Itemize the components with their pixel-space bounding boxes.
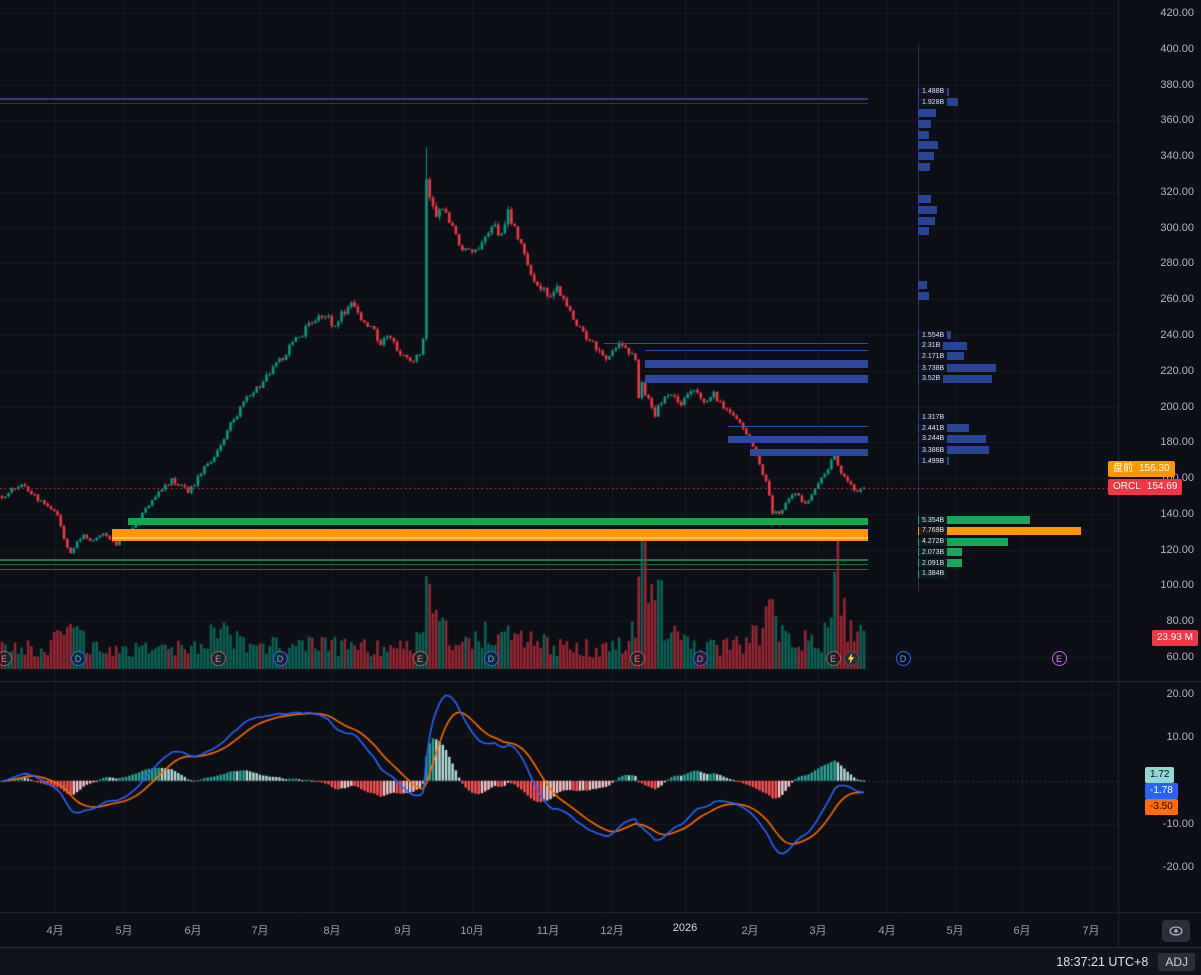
macd-histogram-label: 1.72 bbox=[1145, 767, 1175, 783]
time-axis-label: 5月 bbox=[115, 925, 133, 937]
premarket-price-label: 盘前 156.30 bbox=[1108, 461, 1175, 477]
price-tick-label: 220.00 bbox=[1160, 364, 1194, 377]
event-badge-earnings[interactable]: E bbox=[210, 650, 226, 666]
event-badge-dividend[interactable]: D bbox=[70, 650, 86, 666]
price-tick-label: 360.00 bbox=[1160, 114, 1194, 127]
premarket-value: 156.30 bbox=[1139, 463, 1170, 474]
price-tick-label: 80.00 bbox=[1166, 615, 1194, 628]
price-tick-label: 200.00 bbox=[1160, 400, 1194, 413]
clock-text: 18:37:21 UTC+8 bbox=[1056, 954, 1149, 969]
price-tick-label: 240.00 bbox=[1160, 329, 1194, 341]
event-badge-dividend[interactable]: D bbox=[483, 650, 499, 666]
macd-tick-label: 10.00 bbox=[1166, 731, 1194, 744]
price-tick-label: 180.00 bbox=[1160, 436, 1194, 449]
symbol-text: ORCL bbox=[1113, 481, 1141, 492]
price-tick-label: 260.00 bbox=[1160, 293, 1194, 306]
time-axis-label: 12月 bbox=[600, 925, 624, 937]
event-badge-earnings[interactable]: E bbox=[412, 650, 428, 666]
macd-line-label: -1.78 bbox=[1145, 783, 1178, 799]
event-badge-dividend[interactable]: D bbox=[895, 650, 911, 666]
price-tick-label: 420.00 bbox=[1160, 7, 1194, 19]
time-axis-label: 7月 bbox=[1082, 925, 1100, 937]
macd-tick-label: 20.00 bbox=[1166, 688, 1194, 701]
adj-toggle[interactable]: ADJ bbox=[1158, 952, 1195, 971]
macd-signal-label: -3.50 bbox=[1145, 799, 1178, 815]
time-axis-label: 7月 bbox=[251, 925, 269, 937]
visibility-eye-button[interactable] bbox=[1162, 920, 1190, 942]
macd-tick-label: -10.00 bbox=[1162, 818, 1194, 831]
price-tick-label: 320.00 bbox=[1160, 185, 1194, 198]
time-axis-label: 4月 bbox=[46, 925, 64, 937]
price-tick-label: 120.00 bbox=[1160, 543, 1194, 556]
event-badge-earnings-upcoming[interactable]: E bbox=[1051, 650, 1067, 666]
event-badge-earnings[interactable]: E bbox=[0, 650, 12, 666]
event-badge-flash[interactable] bbox=[843, 650, 859, 666]
time-axis[interactable]: 4月 5月 6月 7月 8月 9月 10月 11月 12月 2026 2月 3月 4月 5月 6月 7月 bbox=[0, 913, 1118, 946]
eye-icon bbox=[1169, 926, 1183, 936]
price-tick-label: 100.00 bbox=[1160, 579, 1194, 592]
price-tick-label: 300.00 bbox=[1160, 221, 1194, 234]
price-tick-label: 380.00 bbox=[1160, 78, 1194, 91]
price-tick-label: 60.00 bbox=[1166, 651, 1194, 663]
time-axis-label: 10月 bbox=[460, 925, 484, 937]
event-badge-earnings[interactable]: E bbox=[825, 650, 841, 666]
time-axis-label: 4月 bbox=[878, 925, 896, 937]
time-axis-label: 6月 bbox=[1013, 925, 1031, 937]
lightning-icon bbox=[847, 652, 855, 664]
price-tick-label: 400.00 bbox=[1160, 42, 1194, 55]
event-badge-dividend[interactable]: D bbox=[692, 650, 708, 666]
event-badge-earnings[interactable]: E bbox=[629, 650, 645, 666]
price-tick-label: 340.00 bbox=[1160, 150, 1194, 163]
time-axis-label: 2026 bbox=[672, 922, 698, 934]
volume-value-label: 23.93 M bbox=[1151, 630, 1198, 646]
symbol-price-label: ORCL 154.69 bbox=[1108, 479, 1183, 495]
price-axis[interactable]: 盘前 156.30 ORCL 154.69 23.93 M 1.72 -1.78 -… bbox=[1108, 0, 1201, 946]
time-axis-label: 9月 bbox=[394, 925, 412, 937]
macd-tick-label: -20.00 bbox=[1162, 861, 1194, 874]
price-tick-label: 140.00 bbox=[1160, 507, 1194, 520]
time-axis-label: 8月 bbox=[323, 925, 341, 937]
last-price-value: 154.69 bbox=[1146, 481, 1178, 492]
event-badge-dividend[interactable]: D bbox=[272, 650, 288, 666]
premarket-text: 盘前 bbox=[1113, 463, 1133, 474]
time-axis-label: 5月 bbox=[946, 925, 964, 937]
status-bar: 18:37:21 UTC+8 ADJ bbox=[0, 947, 1201, 975]
time-axis-label: 6月 bbox=[184, 925, 202, 937]
time-axis-label: 11月 bbox=[536, 925, 560, 937]
price-tick-label: 280.00 bbox=[1160, 257, 1194, 270]
time-axis-label: 2月 bbox=[741, 925, 759, 937]
time-axis-label: 3月 bbox=[809, 925, 827, 937]
